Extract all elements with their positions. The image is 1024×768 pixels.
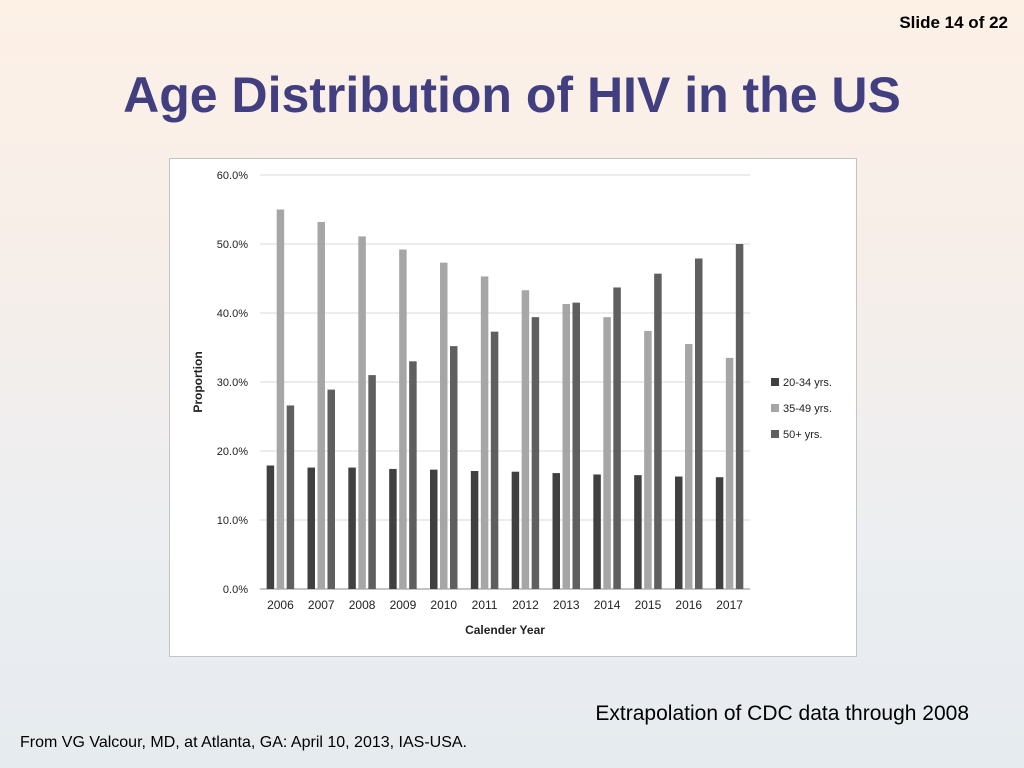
y-tick-label: 60.0% <box>217 170 248 182</box>
chart-frame: 0.0% 10.0% 20.0% 30.0% 40.0% 50.0% 60.0% 2006 20… <box>169 158 857 657</box>
bar-2006-2 <box>276 209 285 589</box>
bar-2013-3 <box>572 302 580 589</box>
legend-label: 35-49 yrs. <box>783 403 832 415</box>
x-tick-label: 2017 <box>716 598 743 612</box>
bar-2007-3 <box>327 389 335 589</box>
bar-2007-1 <box>307 467 315 589</box>
bar-2016-1 <box>675 476 683 589</box>
x-tick-label: 2010 <box>430 598 457 612</box>
slide-title: Age Distribution of HIV in the US <box>123 67 901 123</box>
legend-label: 20-34 yrs. <box>783 377 832 389</box>
bar-2006-3 <box>286 405 295 589</box>
y-tick-label: 0.0% <box>223 584 248 596</box>
data-source-note: Extrapolation of CDC data through 2008 <box>595 702 969 725</box>
bar-2009-2 <box>399 249 407 589</box>
y-tick-label: 30.0% <box>217 377 248 389</box>
bar-2016-3 <box>695 258 703 589</box>
y-axis-label: Proportion <box>191 351 205 412</box>
bar-2017-1 <box>715 477 724 589</box>
x-tick-label: 2014 <box>594 598 621 612</box>
slide-counter: Slide 14 of 22 <box>899 13 1008 32</box>
bar-2006-1 <box>266 465 275 589</box>
bar-chart: 0.0% 10.0% 20.0% 30.0% 40.0% 50.0% 60.0% 2006 20… <box>191 170 832 637</box>
bar-2010-3 <box>450 346 458 589</box>
bar-2014-1 <box>593 474 601 589</box>
legend-label: 50+ yrs. <box>783 429 822 441</box>
bar-2013-1 <box>552 473 560 589</box>
bar-2015-3 <box>654 273 662 589</box>
x-tick-label: 2016 <box>675 598 702 612</box>
bar-2015-1 <box>634 475 642 589</box>
bar-2016-2 <box>685 344 693 589</box>
legend-swatch <box>771 404 779 412</box>
y-tick-label: 10.0% <box>217 515 248 527</box>
bar-2009-3 <box>409 361 417 589</box>
bar-2012-2 <box>521 290 530 589</box>
bar-2011-1 <box>470 471 479 589</box>
bar-2008-3 <box>368 375 376 589</box>
bar-2017-3 <box>735 244 744 589</box>
citation-note: From VG Valcour, MD, at Atlanta, GA: Apr… <box>20 734 467 751</box>
legend-swatch <box>771 430 779 438</box>
x-tick-label: 2013 <box>553 598 580 612</box>
bar-2007-2 <box>317 221 325 590</box>
x-tick-label: 2015 <box>635 598 662 612</box>
bar-2008-1 <box>348 467 356 589</box>
x-axis-label: Calender Year <box>465 623 545 637</box>
bar-2010-1 <box>430 469 438 589</box>
bar-2008-2 <box>358 236 366 589</box>
y-tick-label: 50.0% <box>217 239 248 251</box>
x-tick-label: 2007 <box>308 598 335 612</box>
x-tick-label: 2008 <box>349 598 376 612</box>
bar-2010-2 <box>440 262 448 589</box>
y-tick-label: 20.0% <box>217 446 248 458</box>
bar-2009-1 <box>389 468 397 589</box>
bar-2012-1 <box>511 471 520 589</box>
x-tick-label: 2012 <box>512 598 539 612</box>
bar-2014-2 <box>603 317 611 589</box>
x-tick-label: 2011 <box>472 598 498 612</box>
x-tick-label: 2009 <box>390 598 417 612</box>
bar-2012-3 <box>531 317 540 589</box>
y-tick-label: 40.0% <box>217 308 248 320</box>
bar-2011-3 <box>490 331 499 589</box>
bar-2013-2 <box>562 304 570 589</box>
bar-2014-3 <box>613 287 621 589</box>
legend-swatch <box>771 378 779 386</box>
bar-2015-2 <box>644 330 652 589</box>
bar-2011-2 <box>480 276 489 589</box>
x-tick-label: 2006 <box>267 598 294 612</box>
bar-2017-2 <box>725 357 734 589</box>
